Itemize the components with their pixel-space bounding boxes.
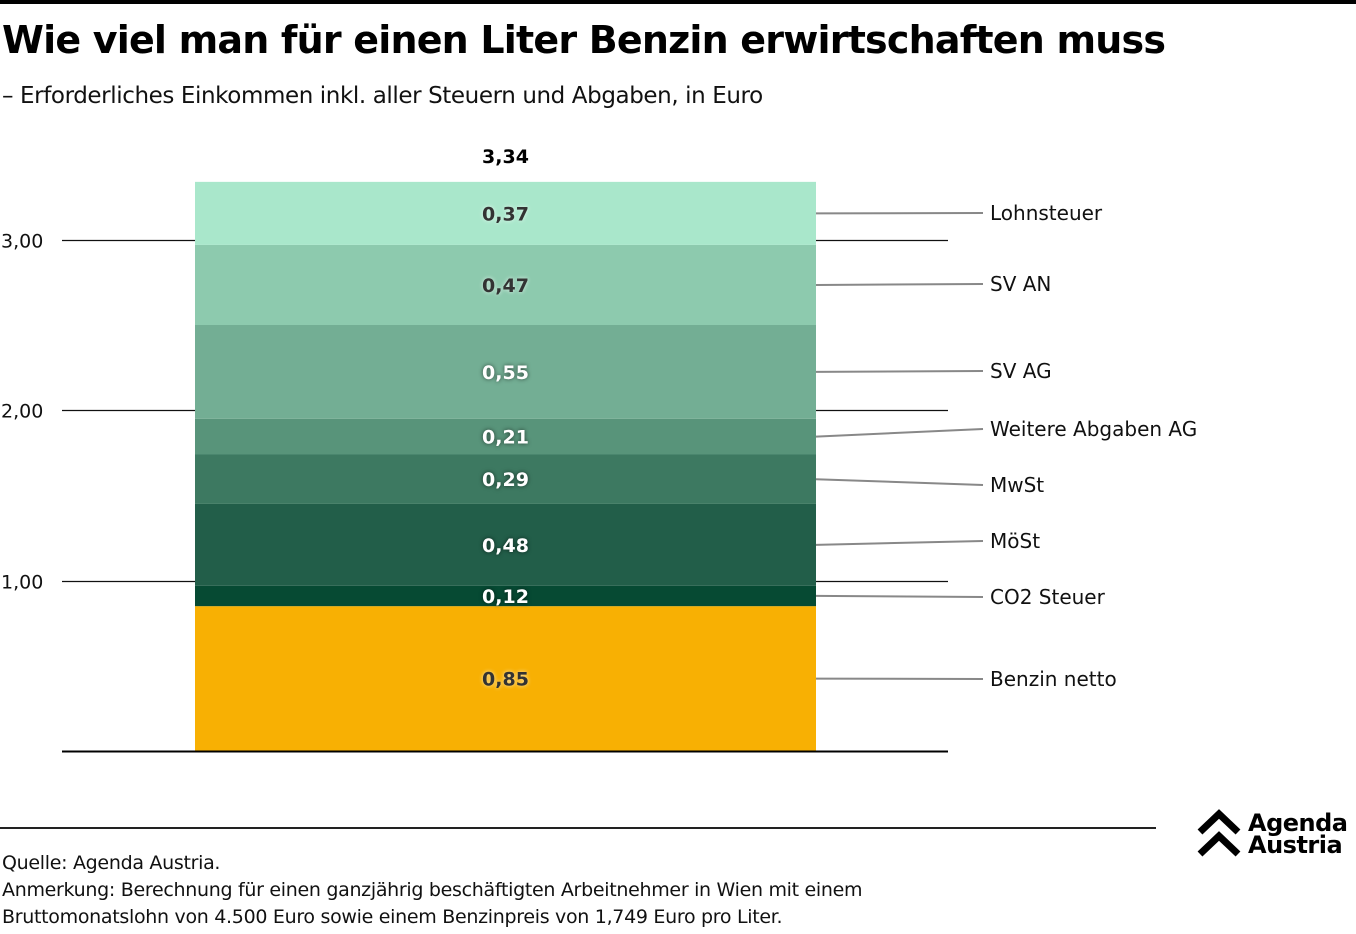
logo-line-2: Austria — [1248, 831, 1343, 859]
segment-value-label: 0,21 — [482, 427, 529, 449]
agenda-austria-logo: Agenda Austria — [1196, 808, 1356, 860]
remark-line-2: Bruttomonatslohn von 4.500 Euro sowie ei… — [2, 906, 783, 928]
bar-segment — [195, 585, 816, 607]
bar-segment — [195, 325, 816, 419]
source-note: Quelle: Agenda Austria. — [2, 852, 221, 874]
leader-lines — [815, 212, 984, 680]
category-label: SV AN — [990, 272, 1051, 296]
category-label: SV AG — [990, 359, 1052, 383]
total-label: 3,34 — [482, 146, 529, 168]
category-labels: Benzin netto CO2 Steuer MöSt MwSt Weitere Ab… — [990, 201, 1197, 691]
footnotes: Quelle: Agenda Austria. Anmerkung: Berec… — [2, 850, 863, 931]
gridlines-right — [816, 239, 948, 583]
category-label: MöSt — [990, 529, 1040, 553]
y-tick-label: 3,00 — [1, 231, 43, 253]
leader-line — [815, 428, 984, 438]
bar-segment — [195, 503, 816, 586]
leader-line — [815, 540, 984, 546]
bar-segment — [195, 606, 816, 751]
category-label: CO2 Steuer — [990, 585, 1106, 609]
y-tick-label: 2,00 — [1, 401, 43, 423]
leader-line — [815, 478, 984, 486]
segment-value-label: 0,47 — [482, 275, 529, 297]
bar-segment — [195, 244, 816, 325]
bar-segment — [195, 454, 816, 504]
logo-wordmark: Agenda Austria — [1248, 809, 1348, 859]
y-tick-label: 1,00 — [1, 572, 43, 594]
segment-value-label: 0,85 — [482, 669, 529, 691]
gridlines — [62, 239, 195, 583]
segment-value-label: 0,48 — [482, 535, 529, 557]
stacked-bar-chart: 0,85 0,12 0,48 0,29 0,21 0,55 0,47 0,37 Benzin … — [1, 146, 1197, 753]
bar-segments — [195, 181, 816, 751]
category-label: Lohnsteuer — [990, 201, 1103, 225]
category-label: Weitere Abgaben AG — [990, 417, 1197, 441]
double-chevron-up-icon — [1197, 809, 1241, 857]
segment-value-label: 0,37 — [482, 203, 529, 225]
leader-line — [815, 370, 984, 373]
segment-value-label: 0,12 — [482, 586, 529, 608]
segment-value-label: 0,29 — [482, 469, 529, 491]
leader-line — [815, 283, 984, 286]
category-label: MwSt — [990, 473, 1044, 497]
chart-subtitle: – Erforderliches Einkommen inkl. aller S… — [2, 83, 763, 109]
y-axis-ticks: 1,00 2,00 3,00 — [1, 231, 43, 594]
chart-title: Wie viel man für einen Liter Benzin erwi… — [2, 18, 1166, 62]
leader-line — [815, 594, 984, 598]
footer-divider — [0, 827, 1156, 829]
segment-value-label: 0,55 — [482, 362, 529, 384]
top-rule — [0, 0, 1356, 4]
segment-value-labels: 0,85 0,12 0,48 0,29 0,21 0,55 0,47 0,37 — [482, 203, 529, 690]
bar-segment — [195, 418, 816, 455]
logo-line-1: Agenda — [1248, 809, 1348, 837]
remark-line-1: Anmerkung: Berechnung für einen ganzjähr… — [2, 879, 863, 901]
category-label: Benzin netto — [990, 667, 1117, 691]
bar-segment — [195, 181, 816, 245]
